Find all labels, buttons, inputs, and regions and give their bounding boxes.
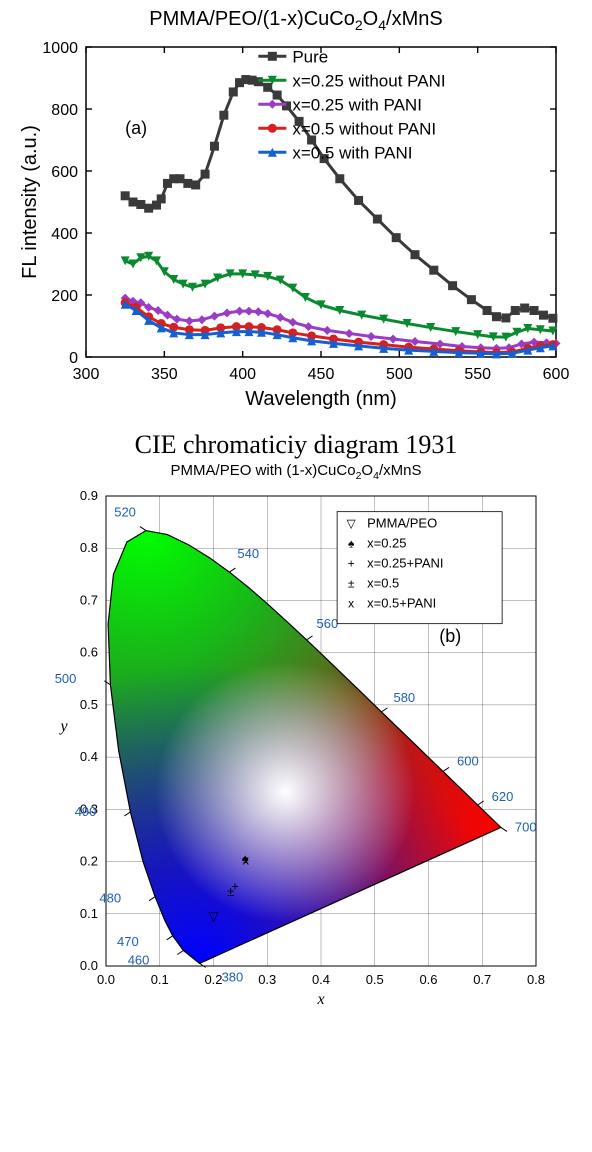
svg-text:0.5: 0.5 [366, 972, 384, 987]
svg-text:y: y [58, 718, 68, 735]
figure-page: PMMA/PEO/(1-x)CuCo2O4/xMnS 300 350 400 450 5… [0, 0, 592, 1066]
svg-text:500: 500 [386, 366, 413, 383]
panel-b-svg: 0.00.10.20.30.40.50.60.70.80.00.10.20.30… [36, 486, 556, 1046]
svg-text:480: 480 [99, 891, 121, 906]
svg-text:Pure: Pure [292, 47, 328, 66]
svg-text:600: 600 [51, 164, 78, 181]
svg-text:600: 600 [543, 366, 570, 383]
panel-b-plot-wrap: 0.00.10.20.30.40.50.60.70.80.00.10.20.30… [36, 486, 556, 1046]
svg-text:500: 500 [55, 671, 77, 686]
svg-text:540: 540 [237, 546, 259, 561]
svg-text:350: 350 [151, 366, 178, 383]
svg-text:x: x [316, 991, 324, 1008]
svg-text:380: 380 [222, 969, 244, 984]
svg-text:0.4: 0.4 [80, 749, 98, 764]
svg-text:x: x [348, 597, 354, 611]
panel-b-legend: ▽ PMMA/PEO ♠ x=0.25 + x=0.25+PANI ± x=0.5 x x=0.5… [337, 512, 502, 624]
svg-text:0.9: 0.9 [80, 488, 98, 503]
svg-text:300: 300 [73, 366, 100, 383]
svg-text:x=0.25 without PANI: x=0.25 without PANI [292, 71, 445, 90]
svg-text:560: 560 [317, 616, 339, 631]
svg-text:520: 520 [114, 505, 136, 520]
svg-text:0.7: 0.7 [473, 972, 491, 987]
svg-text:0.7: 0.7 [80, 592, 98, 607]
panel-a-title: PMMA/PEO/(1-x)CuCo2O4/xMnS [16, 8, 576, 33]
cie-point-x05_pani: x [243, 853, 250, 868]
svg-text:x=0.25: x=0.25 [367, 536, 406, 551]
svg-text:♠: ♠ [348, 537, 355, 551]
svg-text:x=0.5 without PANI: x=0.5 without PANI [292, 119, 436, 138]
svg-text:0.0: 0.0 [97, 972, 115, 987]
svg-text:0.5: 0.5 [80, 697, 98, 712]
svg-text:±: ± [348, 577, 355, 591]
svg-text:400: 400 [51, 226, 78, 243]
svg-text:470: 470 [117, 934, 139, 949]
svg-text:800: 800 [51, 102, 78, 119]
cie-point-x05: ± [227, 884, 234, 899]
svg-text:400: 400 [229, 366, 256, 383]
svg-text:x=0.25+PANI: x=0.25+PANI [367, 556, 443, 571]
svg-text:x=0.5+PANI: x=0.5+PANI [367, 596, 436, 611]
svg-text:460: 460 [128, 952, 150, 967]
svg-text:x=0.25 with PANI: x=0.25 with PANI [292, 95, 422, 114]
panel-a-title-text: PMMA/PEO/(1-x)CuCo2O4/xMnS [149, 8, 442, 30]
svg-text:0.3: 0.3 [258, 972, 276, 987]
svg-text:x=0.5 with PANI: x=0.5 with PANI [292, 143, 412, 162]
svg-text:450: 450 [308, 366, 335, 383]
svg-text:Wavelength (nm): Wavelength (nm) [245, 388, 397, 410]
svg-text:0.6: 0.6 [80, 645, 98, 660]
svg-text:490: 490 [75, 804, 97, 819]
svg-text:0.2: 0.2 [204, 972, 222, 987]
svg-text:0.4: 0.4 [312, 972, 330, 987]
svg-text:0.8: 0.8 [80, 540, 98, 555]
svg-text:0.1: 0.1 [151, 972, 169, 987]
svg-text:x=0.5: x=0.5 [367, 576, 399, 591]
svg-text:620: 620 [492, 789, 514, 804]
svg-text:600: 600 [457, 753, 479, 768]
svg-text:+: + [348, 557, 355, 571]
svg-text:0: 0 [69, 350, 78, 367]
svg-text:580: 580 [393, 690, 415, 705]
panel-a-tag: (a) [125, 118, 147, 138]
cie-point-pmma_peo: ▽ [209, 908, 219, 923]
svg-text:0.2: 0.2 [80, 854, 98, 869]
svg-text:PMMA/PEO: PMMA/PEO [367, 516, 437, 531]
svg-text:0.1: 0.1 [80, 906, 98, 921]
panel-a-fl-spectrum: PMMA/PEO/(1-x)CuCo2O4/xMnS 300 350 400 450 5… [16, 8, 576, 422]
svg-text:550: 550 [464, 366, 491, 383]
svg-text:FL intensity (a.u.): FL intensity (a.u.) [19, 125, 41, 279]
svg-text:0.6: 0.6 [419, 972, 437, 987]
svg-text:0.8: 0.8 [527, 972, 545, 987]
panel-b-title: CIE chromaticiy diagram 1931 [16, 430, 576, 460]
panel-b-cie-diagram: CIE chromaticiy diagram 1931 PMMA/PEO wi… [16, 430, 576, 1046]
panel-b-tag: (b) [439, 626, 461, 646]
series-pure [125, 80, 553, 319]
svg-text:0.0: 0.0 [80, 958, 98, 973]
svg-text:200: 200 [51, 288, 78, 305]
panel-a-svg: 300 350 400 450 500 550 600 0 200 400 600 800 1000 Wa… [16, 37, 576, 417]
panel-b-subtitle-text: PMMA/PEO with (1-x)CuCo2O4/xMnS [171, 462, 422, 479]
panel-b-subtitle: PMMA/PEO with (1-x)CuCo2O4/xMnS [16, 462, 576, 482]
svg-text:▽: ▽ [347, 517, 357, 531]
svg-text:1000: 1000 [42, 40, 78, 57]
svg-text:700: 700 [515, 819, 537, 834]
